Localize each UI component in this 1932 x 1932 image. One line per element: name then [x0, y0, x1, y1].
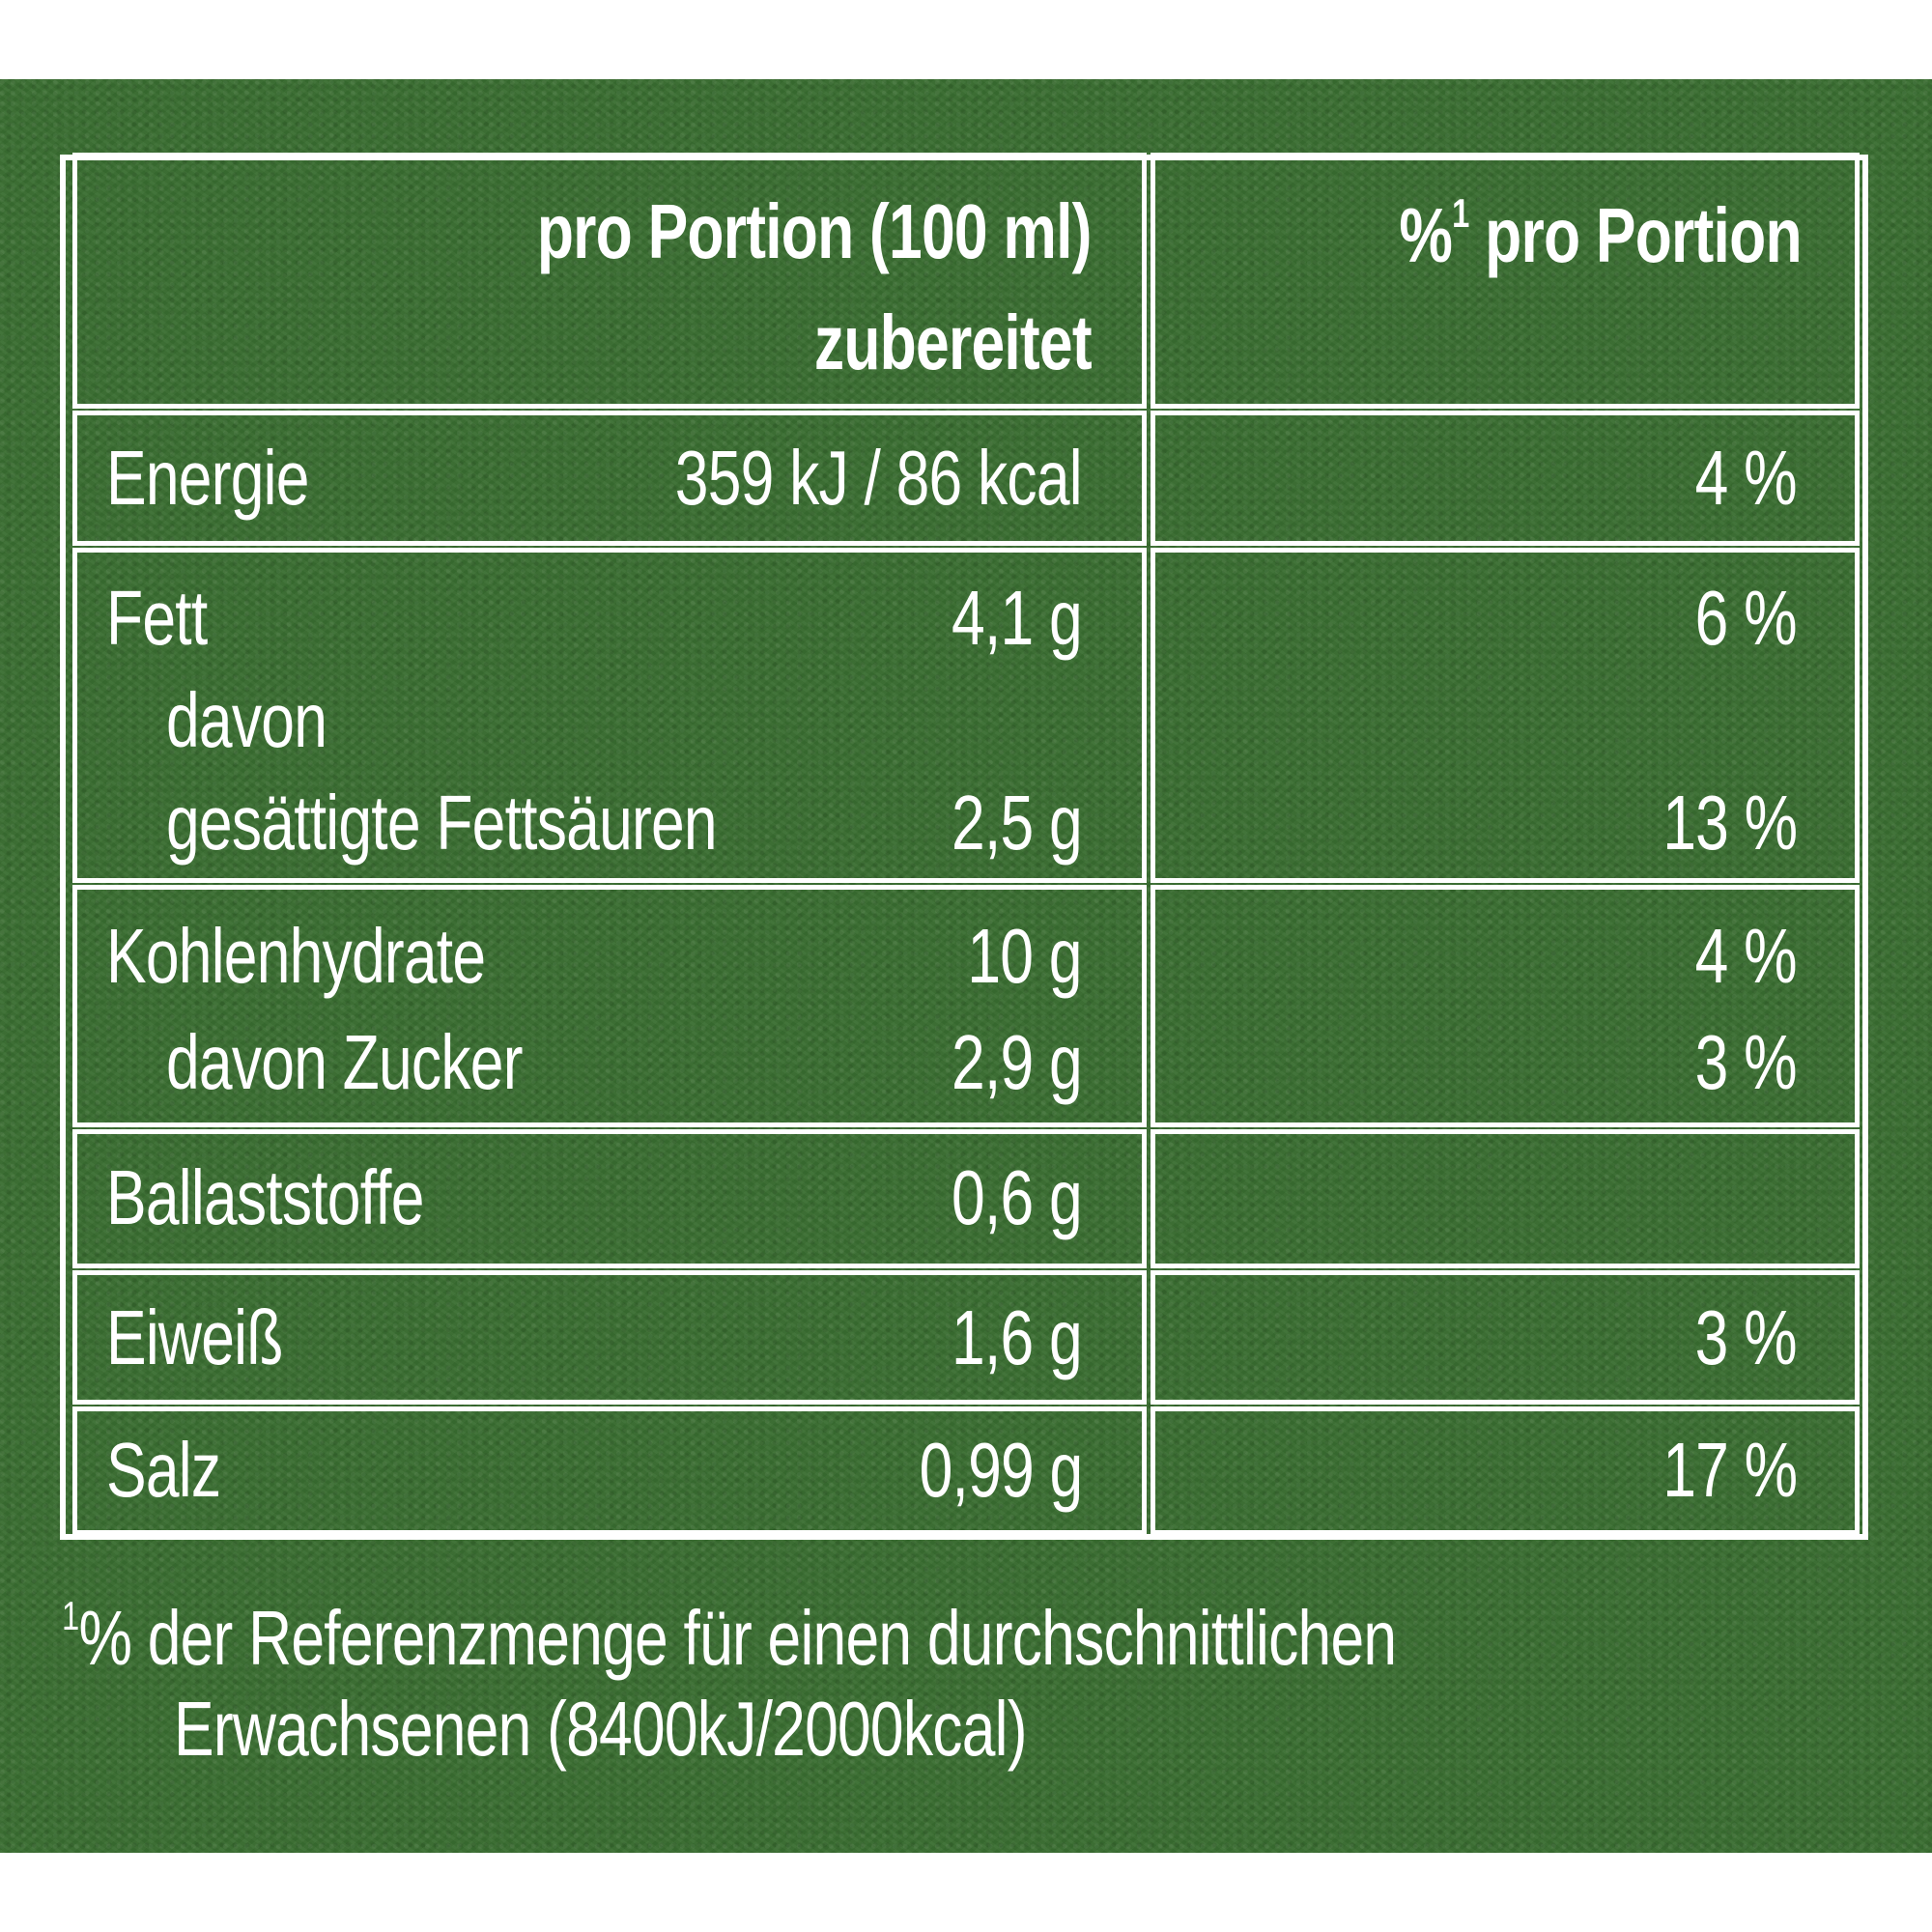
- nutrition-panel: [0, 79, 1932, 1853]
- fat-value: 4,1 g: [952, 575, 1083, 661]
- salt-value: 0,99 g: [919, 1427, 1083, 1513]
- nutrition-table-frame: [60, 155, 1868, 1540]
- fiber-label: Ballaststoffe: [106, 1154, 424, 1240]
- cell-energy-left: [72, 411, 1147, 546]
- energy-label: Energie: [106, 435, 309, 521]
- salt-label: Salz: [106, 1427, 221, 1513]
- header-per-portion-line1: pro Portion (100 ml): [537, 188, 1093, 274]
- sugar-percent: 3 %: [1694, 1019, 1798, 1105]
- header-per-portion-line2: zubereitet: [814, 299, 1093, 385]
- cell-fat-right: [1151, 548, 1860, 883]
- sugar-label: davon Zucker: [166, 1019, 523, 1105]
- protein-percent: 3 %: [1694, 1294, 1798, 1380]
- fiber-value: 0,6 g: [952, 1154, 1083, 1240]
- carbohydrates-value: 10 g: [967, 913, 1083, 999]
- cell-salt-left: [72, 1406, 1147, 1535]
- fat-percent: 6 %: [1694, 575, 1798, 661]
- protein-label: Eiweiß: [106, 1294, 283, 1380]
- carbohydrates-label: Kohlenhydrate: [106, 913, 486, 999]
- sugar-value: 2,9 g: [952, 1019, 1083, 1105]
- cell-fat-left: [72, 548, 1147, 883]
- cell-carbs-left: [72, 885, 1147, 1127]
- saturated-fat-percent: 13 %: [1662, 780, 1798, 866]
- header-cell-per-portion: [72, 153, 1147, 409]
- header-percent-per-portion: %1 pro Portion: [1399, 190, 1803, 278]
- salt-percent: 17 %: [1662, 1427, 1798, 1513]
- cell-carbs-right: [1151, 885, 1860, 1127]
- energy-percent: 4 %: [1694, 435, 1798, 521]
- cell-fiber-left: [72, 1129, 1147, 1268]
- cell-energy-right: [1151, 411, 1860, 546]
- footnote-line2: Erwachsenen (8400kJ/2000kcal): [174, 1686, 1027, 1772]
- carbohydrates-percent: 4 %: [1694, 913, 1798, 999]
- fat-label: Fett: [106, 575, 208, 661]
- cell-salt-right: [1151, 1406, 1860, 1535]
- header-cell-percent: [1151, 153, 1860, 409]
- saturated-fat-value: 2,5 g: [952, 780, 1083, 866]
- fat-davon-label: davon: [166, 677, 327, 763]
- footnote-line1: 1% der Referenzmenge für einen durchschn…: [62, 1593, 1397, 1681]
- cell-protein-right: [1151, 1270, 1860, 1405]
- cell-protein-left: [72, 1270, 1147, 1405]
- cell-fiber-right: [1151, 1129, 1860, 1268]
- energy-value: 359 kJ / 86 kcal: [674, 435, 1083, 521]
- protein-value: 1,6 g: [952, 1294, 1083, 1380]
- saturated-fat-label: gesättigte Fettsäuren: [166, 780, 718, 866]
